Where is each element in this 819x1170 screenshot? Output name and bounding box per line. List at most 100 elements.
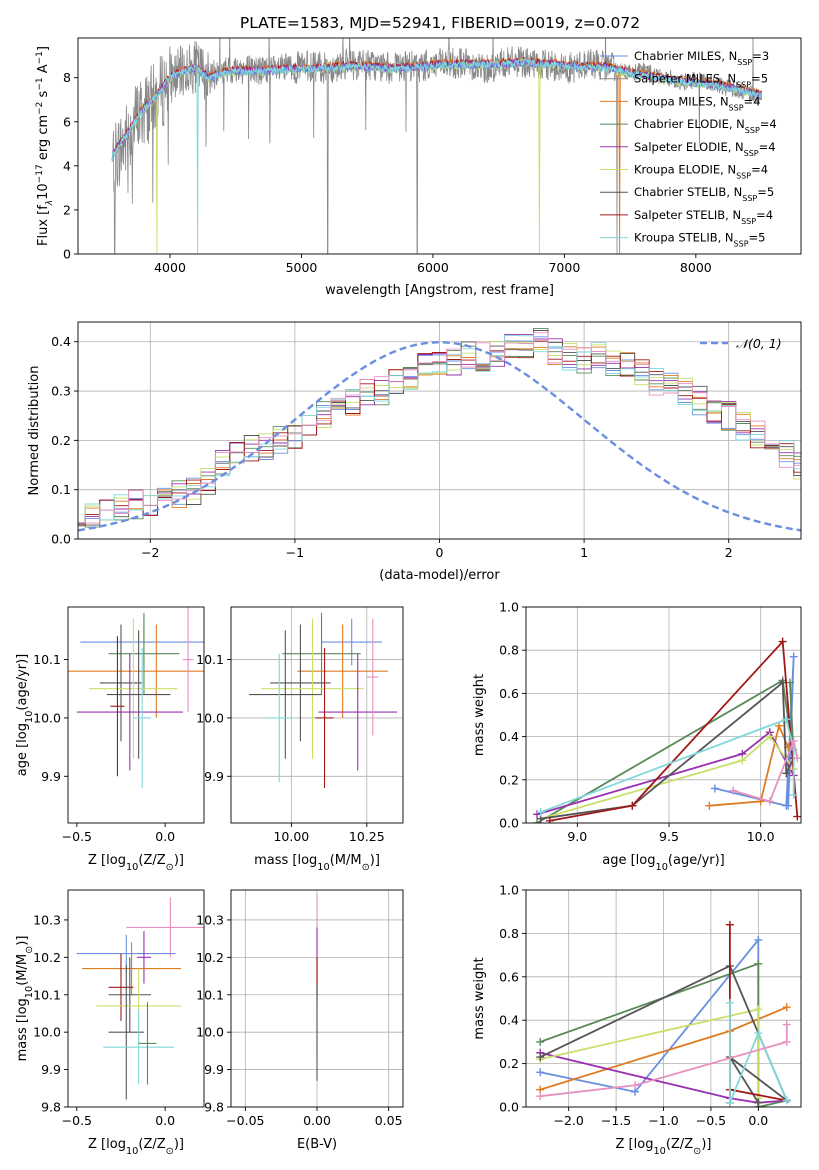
label-script: ⊙ xyxy=(166,862,174,873)
weight-marker xyxy=(631,1081,640,1090)
legend-sub: SSP xyxy=(742,194,757,203)
weight-marker xyxy=(705,801,714,810)
legend-text: Kroupa STELIB, N xyxy=(634,231,734,245)
x-axis-label: E(B-V) xyxy=(297,1137,337,1152)
weight-line xyxy=(729,1002,788,1104)
mass_vs_Z-panel: −0.5 0.09.89.910.010.110.210.3Z [log10(Z/… xyxy=(15,889,205,1157)
legend-tail: =4 xyxy=(760,117,777,131)
errorbars xyxy=(249,612,397,788)
weight-line xyxy=(709,722,790,807)
weight-marker xyxy=(793,754,801,763)
legend-sub: SSP xyxy=(744,148,759,157)
weight-marker xyxy=(789,652,798,661)
y-axis-label: age [log10(age/yr)] xyxy=(15,654,35,777)
legend-label: Kroupa ELODIE, NSSP=4 xyxy=(634,163,768,181)
legend-text: Chabrier STELIB, N xyxy=(634,185,742,199)
weight-marker xyxy=(793,812,801,821)
age_vs_mass-panel: 10.00 10.25 9.9 10.0 10.1 mass [log10(M/M⊙)] xyxy=(196,606,404,873)
weight-marker xyxy=(782,1020,791,1029)
label-part: (age/yr)] xyxy=(668,853,725,868)
errorbars xyxy=(76,897,204,1100)
weight-marker xyxy=(536,1037,545,1046)
weight-line xyxy=(540,718,795,814)
y-tick-label: 4 xyxy=(63,158,71,173)
weight-marker xyxy=(725,1098,734,1107)
legend-tail: =4 xyxy=(756,208,773,222)
weight-marker xyxy=(782,1037,791,1046)
x-tick-label: 10.0 xyxy=(747,829,775,844)
weight-marker xyxy=(536,1053,545,1062)
weight-lines xyxy=(533,637,801,823)
label-part: )] xyxy=(701,1137,711,1152)
y-tick-label: 9.9 xyxy=(204,1062,224,1077)
histogram-step xyxy=(78,333,801,526)
x-axis-label: (data-model)/error xyxy=(379,568,500,583)
label-script: 10 xyxy=(653,1146,665,1157)
axes-frame xyxy=(525,606,802,824)
y-tick-label: 1.0 xyxy=(499,600,519,615)
legend-tail: =5 xyxy=(749,231,766,245)
weight-marker xyxy=(782,1096,791,1105)
weight-marker xyxy=(710,784,719,793)
weight-line xyxy=(732,737,799,803)
x-axis-label: Z [log10(Z/Z⊙)] xyxy=(616,1137,712,1157)
model-spectrum-line xyxy=(111,57,762,254)
y-tick-label: 10.1 xyxy=(33,987,61,1002)
weight-marker xyxy=(536,808,545,817)
legend-label: 𝒩(0, 1) xyxy=(736,336,782,351)
y-tick-label: 10.0 xyxy=(33,1025,61,1040)
x-tick-label: −1.0 xyxy=(648,1113,678,1128)
x-tick-label: 5000 xyxy=(286,260,318,275)
legend-text: Salpeter MILES, N xyxy=(634,72,736,86)
legend-label: Salpeter MILES, NSSP=5 xyxy=(634,72,768,90)
x-tick-label: 10.00 xyxy=(273,829,309,844)
label-part: (Z/Z xyxy=(138,853,165,868)
label-script: 10 xyxy=(126,1146,138,1157)
label-part: Z [log xyxy=(88,853,126,868)
label-script: ⊙ xyxy=(166,1146,174,1157)
legend-label: Salpeter ELODIE, NSSP=4 xyxy=(634,140,776,158)
label-script: 10 xyxy=(24,711,35,723)
y-tick-label: 1.0 xyxy=(499,883,519,898)
y-tick-label: 0.8 xyxy=(499,643,519,658)
age_vs_Z-panel: −0.5 0.09.910.010.1Z [log10(Z/Z⊙)]age [lo… xyxy=(15,606,205,873)
weight-marker xyxy=(754,959,763,968)
label-script: 10 xyxy=(655,862,667,873)
weight-marker xyxy=(533,819,541,823)
legend-sub: SSP xyxy=(734,239,749,248)
histogram-step xyxy=(78,336,801,527)
figure-title: PLATE=1583, MJD=52941, FIBERID=0019, z=0… xyxy=(240,14,640,32)
y-tick-label: 0.0 xyxy=(499,1100,519,1115)
histogram-step xyxy=(78,334,801,524)
x-tick-label: 1 xyxy=(580,545,588,560)
weight-marker xyxy=(738,756,747,765)
weight-marker xyxy=(628,801,637,810)
x-tick-label: 0.0 xyxy=(155,829,175,844)
y-label-part: −2 xyxy=(35,102,45,115)
weight-marker xyxy=(775,721,783,730)
y-tick-label: 0.2 xyxy=(499,772,519,787)
x-tick-label: 0.00 xyxy=(303,1113,331,1128)
y-tick-label: 10.2 xyxy=(33,950,61,965)
legend-sub: SSP xyxy=(741,216,756,225)
y-tick-label: 9.9 xyxy=(204,769,224,784)
weight-line xyxy=(540,735,795,820)
legend-sub: SSP xyxy=(736,80,751,89)
legend-label: Salpeter STELIB, NSSP=4 xyxy=(634,208,773,226)
legend-text: Kroupa ELODIE, N xyxy=(634,163,736,177)
label-script: 10 xyxy=(317,862,329,873)
histogram-step xyxy=(78,332,801,524)
x-tick-label: 9.0 xyxy=(567,829,587,844)
y-label-part: −17 xyxy=(35,164,45,183)
axes-frame xyxy=(230,889,404,1108)
x-tick-label: −1.5 xyxy=(601,1113,631,1128)
legend-label: Chabrier STELIB, NSSP=5 xyxy=(634,185,774,203)
histogram-step xyxy=(78,346,801,526)
legend-text: Salpeter ELODIE, N xyxy=(634,140,744,154)
label-part: mass [log xyxy=(15,998,30,1061)
legend-tail: =4 xyxy=(759,140,776,154)
residuals-panel: −2 −1 0 1 2 0.0 0.1 0.2 0.3 0.4 𝒩(0, 1) (data-model… xyxy=(27,321,802,583)
y-label-part: −1 xyxy=(35,51,45,64)
weight-marker xyxy=(536,1068,545,1077)
legend-tail: =5 xyxy=(751,72,768,86)
